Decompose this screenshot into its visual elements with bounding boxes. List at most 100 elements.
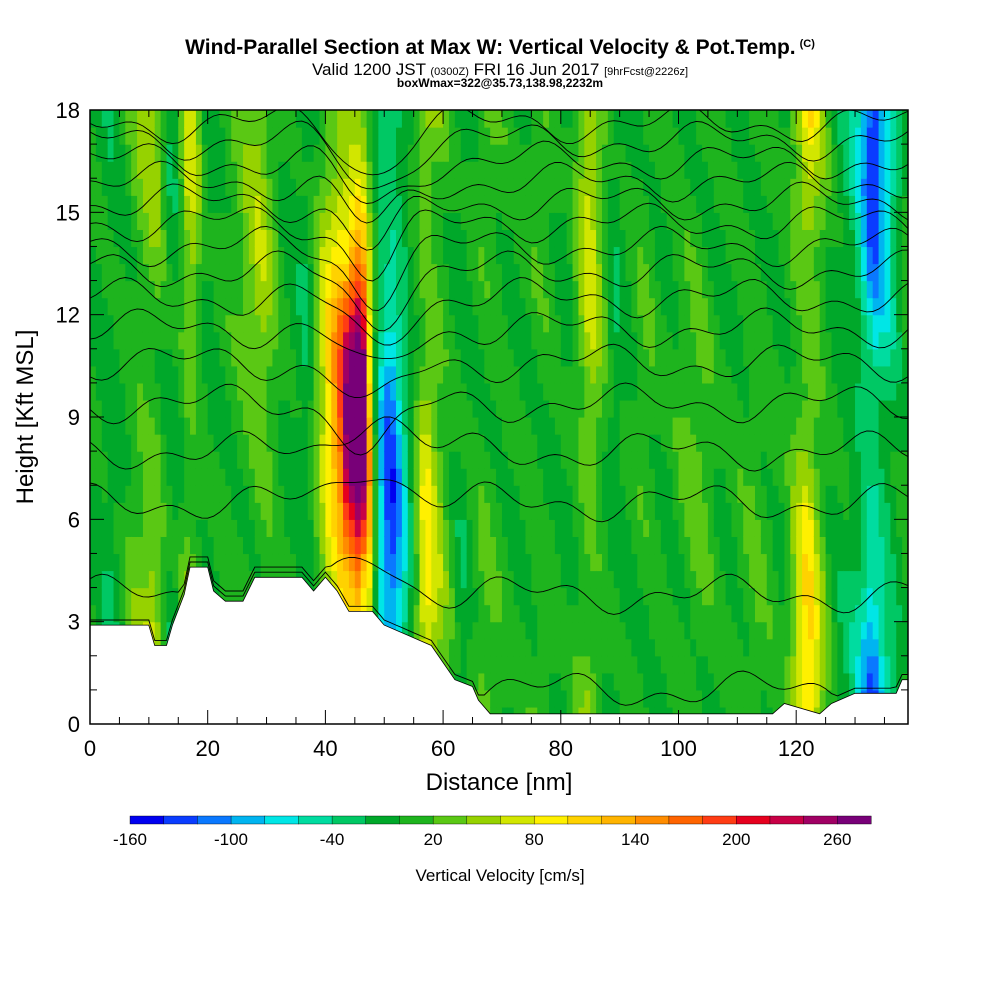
velocity-cell: [849, 178, 856, 196]
velocity-cell: [619, 348, 627, 367]
velocity-cell: [331, 127, 338, 145]
velocity-cell: [142, 178, 150, 196]
velocity-cell: [890, 587, 897, 606]
velocity-cell: [148, 297, 156, 316]
velocity-cell: [160, 519, 168, 537]
velocity-cell: [696, 365, 703, 384]
velocity-cell: [866, 246, 874, 265]
velocity-cell: [796, 110, 803, 128]
velocity-cell: [231, 229, 238, 248]
velocity-cell: [95, 468, 103, 486]
velocity-cell: [702, 110, 709, 128]
velocity-cell: [784, 246, 791, 265]
velocity-cell: [131, 110, 138, 128]
velocity-cell: [472, 604, 479, 623]
velocity-cell: [813, 110, 821, 128]
velocity-cell: [454, 348, 462, 367]
velocity-cell: [860, 485, 868, 503]
velocity-cell: [172, 417, 179, 435]
velocity-cell: [290, 553, 297, 572]
velocity-cell: [760, 110, 768, 128]
velocity-cell: [319, 212, 326, 230]
velocity-cell: [807, 417, 815, 435]
velocity-cell: [772, 672, 780, 691]
velocity-cell: [631, 246, 638, 265]
velocity-cell: [819, 297, 827, 316]
velocity-cell: [590, 519, 597, 537]
velocity-cell: [137, 178, 144, 196]
velocity-cell: [855, 161, 862, 179]
velocity-cell: [237, 417, 244, 435]
velocity-cell: [131, 127, 138, 145]
velocity-cell: [590, 229, 597, 248]
velocity-cell: [866, 604, 874, 623]
velocity-cell: [772, 348, 780, 367]
velocity-cell: [619, 246, 627, 265]
velocity-cell: [690, 672, 697, 691]
velocity-cell: [166, 161, 173, 179]
velocity-cell: [672, 314, 680, 333]
velocity-cell: [649, 638, 656, 657]
velocity-cell: [478, 297, 485, 316]
velocity-cell: [625, 604, 633, 623]
velocity-cell: [307, 348, 315, 367]
velocity-cell: [678, 638, 685, 657]
velocity-cell: [413, 399, 421, 418]
velocity-cell: [572, 280, 580, 299]
velocity-cell: [484, 638, 491, 657]
velocity-cell: [513, 434, 521, 452]
velocity-cell: [631, 178, 638, 196]
velocity-cell: [290, 127, 297, 145]
velocity-cell: [107, 451, 115, 469]
velocity-cell: [766, 536, 774, 555]
velocity-cell: [743, 178, 750, 196]
velocity-cell: [554, 195, 562, 213]
velocity-cell: [725, 417, 733, 435]
velocity-cell: [95, 519, 103, 537]
velocity-cell: [101, 348, 109, 367]
velocity-cell: [525, 434, 532, 452]
velocity-cell: [584, 144, 591, 162]
velocity-cell: [307, 263, 315, 282]
velocity-cell: [607, 536, 615, 555]
velocity-cell: [684, 178, 691, 196]
velocity-cell: [778, 382, 786, 401]
velocity-cell: [237, 434, 244, 452]
velocity-cell: [754, 638, 762, 657]
velocity-cell: [572, 689, 580, 708]
velocity-cell: [513, 621, 521, 640]
velocity-cell: [619, 570, 627, 589]
velocity-cell: [501, 553, 509, 572]
velocity-cell: [248, 263, 256, 282]
velocity-cell: [731, 348, 738, 367]
velocity-cell: [625, 263, 633, 282]
velocity-cell: [802, 604, 809, 623]
velocity-cell: [437, 485, 444, 503]
velocity-cell: [866, 502, 874, 520]
velocity-cell: [766, 638, 774, 657]
velocity-cell: [160, 331, 168, 350]
velocity-cell: [884, 434, 891, 452]
velocity-cell: [601, 570, 609, 589]
velocity-cell: [437, 570, 444, 589]
velocity-cell: [643, 212, 650, 230]
velocity-cell: [878, 672, 886, 691]
velocity-cell: [325, 212, 332, 230]
velocity-cell: [519, 604, 527, 623]
velocity-cell: [360, 212, 368, 230]
velocity-cell: [772, 178, 780, 196]
velocity-cell: [619, 417, 627, 435]
velocity-cell: [584, 382, 591, 401]
velocity-cell: [807, 365, 815, 384]
velocity-cell: [584, 689, 591, 708]
velocity-cell: [243, 348, 250, 367]
velocity-cell: [784, 655, 791, 674]
velocity-cell: [142, 502, 150, 520]
velocity-cell: [613, 553, 621, 572]
velocity-cell: [596, 144, 603, 162]
velocity-cell: [819, 672, 827, 691]
velocity-cell: [431, 127, 438, 145]
velocity-cell: [142, 553, 150, 572]
velocity-cell: [384, 434, 391, 452]
velocity-cell: [231, 127, 238, 145]
